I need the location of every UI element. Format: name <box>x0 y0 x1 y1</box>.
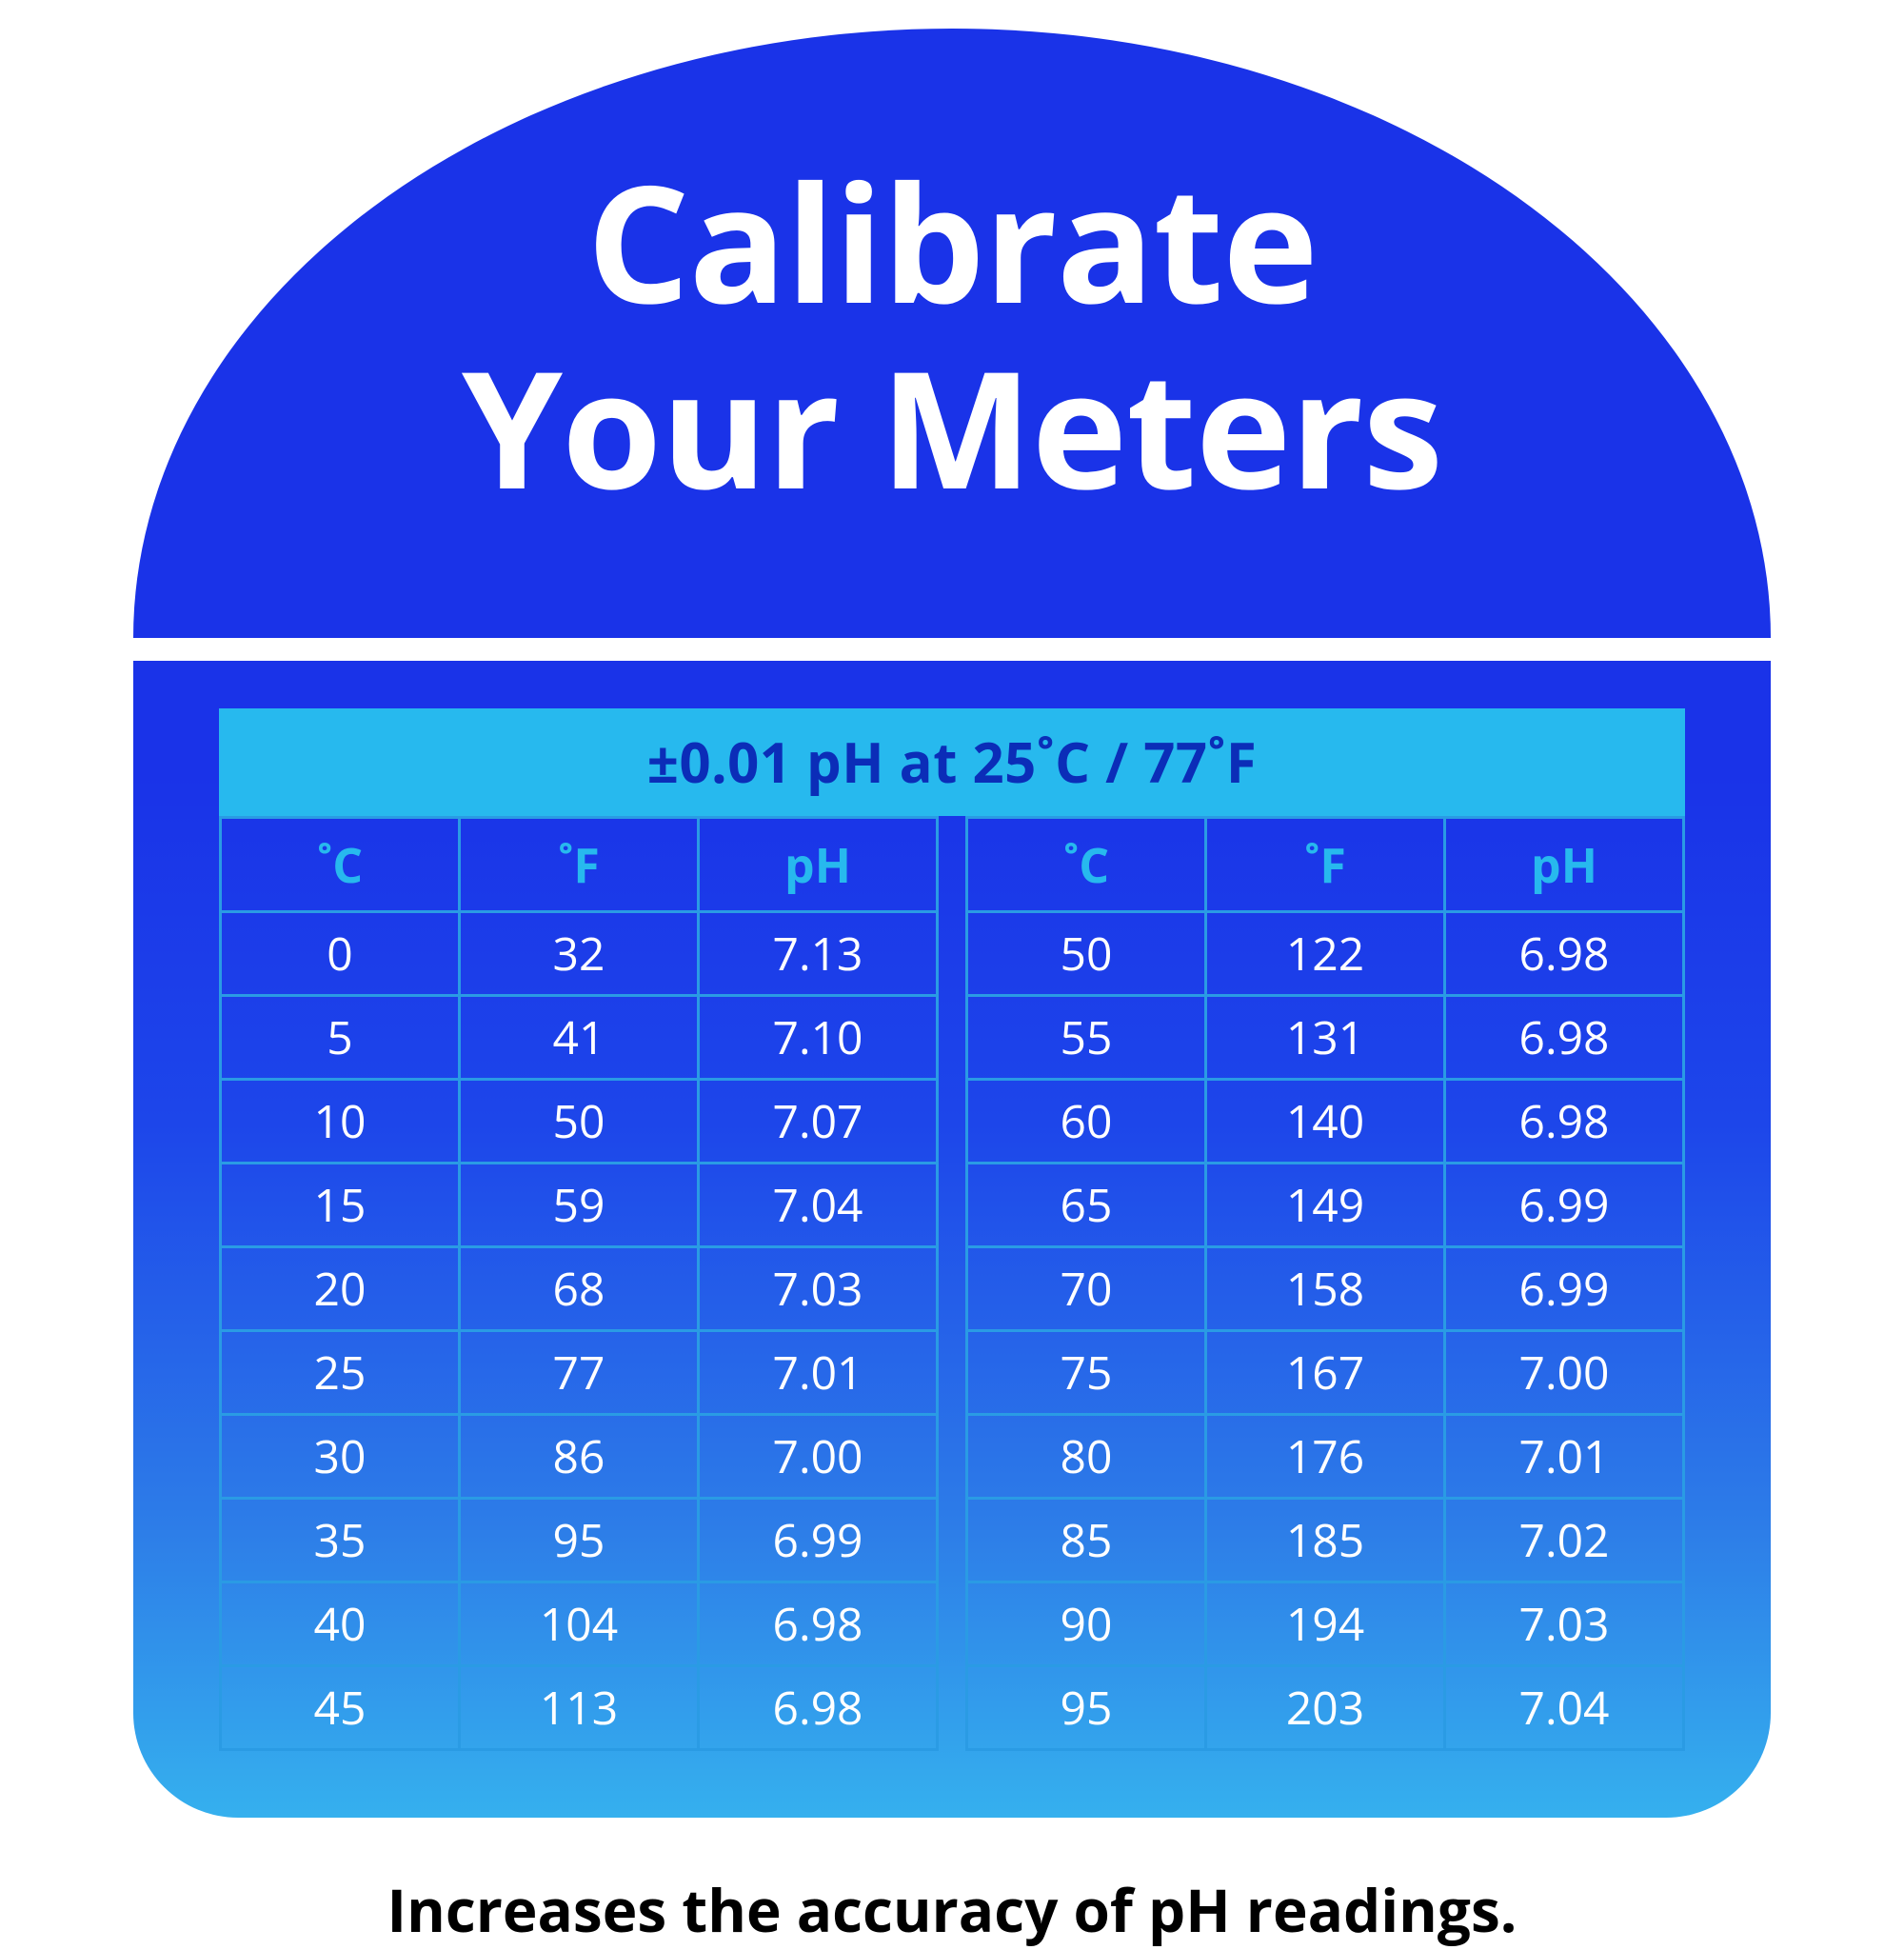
caption-text: Increases the accuracy of pH readings. <box>133 1870 1771 1950</box>
divider <box>133 638 1771 661</box>
table-cell: 45 <box>221 1666 460 1750</box>
table-cell: 149 <box>1206 1164 1445 1247</box>
header-arch: Calibrate Your Meters <box>133 29 1771 638</box>
tables-row: ˚C ˚F pH 0327.135417.1010507.0715597.042… <box>219 816 1685 1751</box>
col-fahrenheit: ˚F <box>1206 818 1445 912</box>
calibration-table-left: ˚C ˚F pH 0327.135417.1010507.0715597.042… <box>219 816 939 1751</box>
accuracy-banner: ±0.01 pH at 25˚C / 77˚F <box>219 708 1685 816</box>
table-cell: 6.99 <box>1445 1247 1684 1331</box>
table-cell: 15 <box>221 1164 460 1247</box>
table-cell: 6.98 <box>1445 912 1684 996</box>
table-header-row: ˚C ˚F pH <box>967 818 1684 912</box>
table-row: 751677.00 <box>967 1331 1684 1415</box>
table-row: 10507.07 <box>221 1080 938 1164</box>
table-row: 35956.99 <box>221 1499 938 1582</box>
table-cell: 176 <box>1206 1415 1445 1499</box>
table-cell: 6.98 <box>699 1582 938 1666</box>
table-cell: 50 <box>967 912 1206 996</box>
table-cell: 203 <box>1206 1666 1445 1750</box>
table-row: 651496.99 <box>967 1164 1684 1247</box>
table-header-row: ˚C ˚F pH <box>221 818 938 912</box>
table-cell: 20 <box>221 1247 460 1331</box>
table-cell: 6.99 <box>1445 1164 1684 1247</box>
table-cell: 7.01 <box>699 1331 938 1415</box>
col-ph: pH <box>1445 818 1684 912</box>
table-cell: 30 <box>221 1415 460 1499</box>
table-cell: 60 <box>967 1080 1206 1164</box>
table-row: 551316.98 <box>967 996 1684 1080</box>
table-cell: 140 <box>1206 1080 1445 1164</box>
table-cell: 55 <box>967 996 1206 1080</box>
table-cell: 25 <box>221 1331 460 1415</box>
table-cell: 185 <box>1206 1499 1445 1582</box>
table-cell: 80 <box>967 1415 1206 1499</box>
table-cell: 7.10 <box>699 996 938 1080</box>
table-row: 801767.01 <box>967 1415 1684 1499</box>
table-cell: 59 <box>460 1164 699 1247</box>
table-row: 851857.02 <box>967 1499 1684 1582</box>
infographic-container: Calibrate Your Meters ±0.01 pH at 25˚C /… <box>133 29 1771 1950</box>
table-cell: 40 <box>221 1582 460 1666</box>
table-cell: 104 <box>460 1582 699 1666</box>
table-cell: 131 <box>1206 996 1445 1080</box>
table-row: 701586.99 <box>967 1247 1684 1331</box>
table-cell: 167 <box>1206 1331 1445 1415</box>
table-cell: 158 <box>1206 1247 1445 1331</box>
table-row: 501226.98 <box>967 912 1684 996</box>
table-cell: 6.98 <box>1445 1080 1684 1164</box>
table-cell: 65 <box>967 1164 1206 1247</box>
table-cell: 6.98 <box>1445 996 1684 1080</box>
table-cell: 75 <box>967 1331 1206 1415</box>
table-cell: 77 <box>460 1331 699 1415</box>
table-cell: 7.00 <box>1445 1331 1684 1415</box>
table-row: 0327.13 <box>221 912 938 996</box>
table-cell: 7.13 <box>699 912 938 996</box>
table-row: 952037.04 <box>967 1666 1684 1750</box>
table-cell: 86 <box>460 1415 699 1499</box>
table-panel: ±0.01 pH at 25˚C / 77˚F ˚C ˚F pH 0327.13… <box>133 661 1771 1818</box>
table-cell: 194 <box>1206 1582 1445 1666</box>
table-cell: 7.07 <box>699 1080 938 1164</box>
table-row: 25777.01 <box>221 1331 938 1415</box>
table-cell: 6.98 <box>699 1666 938 1750</box>
table-row: 15597.04 <box>221 1164 938 1247</box>
table-cell: 35 <box>221 1499 460 1582</box>
calibration-table-right: ˚C ˚F pH 501226.98551316.98601406.986514… <box>965 816 1685 1751</box>
table-cell: 95 <box>460 1499 699 1582</box>
table-cell: 7.04 <box>1445 1666 1684 1750</box>
col-ph: pH <box>699 818 938 912</box>
table-cell: 0 <box>221 912 460 996</box>
table-cell: 95 <box>967 1666 1206 1750</box>
table-cell: 5 <box>221 996 460 1080</box>
col-fahrenheit: ˚F <box>460 818 699 912</box>
table-row: 30867.00 <box>221 1415 938 1499</box>
table-cell: 7.00 <box>699 1415 938 1499</box>
col-celsius: ˚C <box>221 818 460 912</box>
table-cell: 85 <box>967 1499 1206 1582</box>
table-cell: 32 <box>460 912 699 996</box>
table-cell: 68 <box>460 1247 699 1331</box>
table-cell: 113 <box>460 1666 699 1750</box>
title-line-2: Your Meters <box>462 315 1442 536</box>
col-celsius: ˚C <box>967 818 1206 912</box>
table-cell: 41 <box>460 996 699 1080</box>
table-cell: 70 <box>967 1247 1206 1331</box>
table-row: 5417.10 <box>221 996 938 1080</box>
table-cell: 90 <box>967 1582 1206 1666</box>
table-cell: 6.99 <box>699 1499 938 1582</box>
table-cell: 122 <box>1206 912 1445 996</box>
table-cell: 7.01 <box>1445 1415 1684 1499</box>
table-cell: 7.03 <box>1445 1582 1684 1666</box>
table-row: 901947.03 <box>967 1582 1684 1666</box>
table-row: 451136.98 <box>221 1666 938 1750</box>
page-title: Calibrate Your Meters <box>462 148 1442 520</box>
table-cell: 50 <box>460 1080 699 1164</box>
table-row: 401046.98 <box>221 1582 938 1666</box>
table-row: 20687.03 <box>221 1247 938 1331</box>
table-cell: 7.04 <box>699 1164 938 1247</box>
table-row: 601406.98 <box>967 1080 1684 1164</box>
table-cell: 10 <box>221 1080 460 1164</box>
table-cell: 7.02 <box>1445 1499 1684 1582</box>
table-cell: 7.03 <box>699 1247 938 1331</box>
